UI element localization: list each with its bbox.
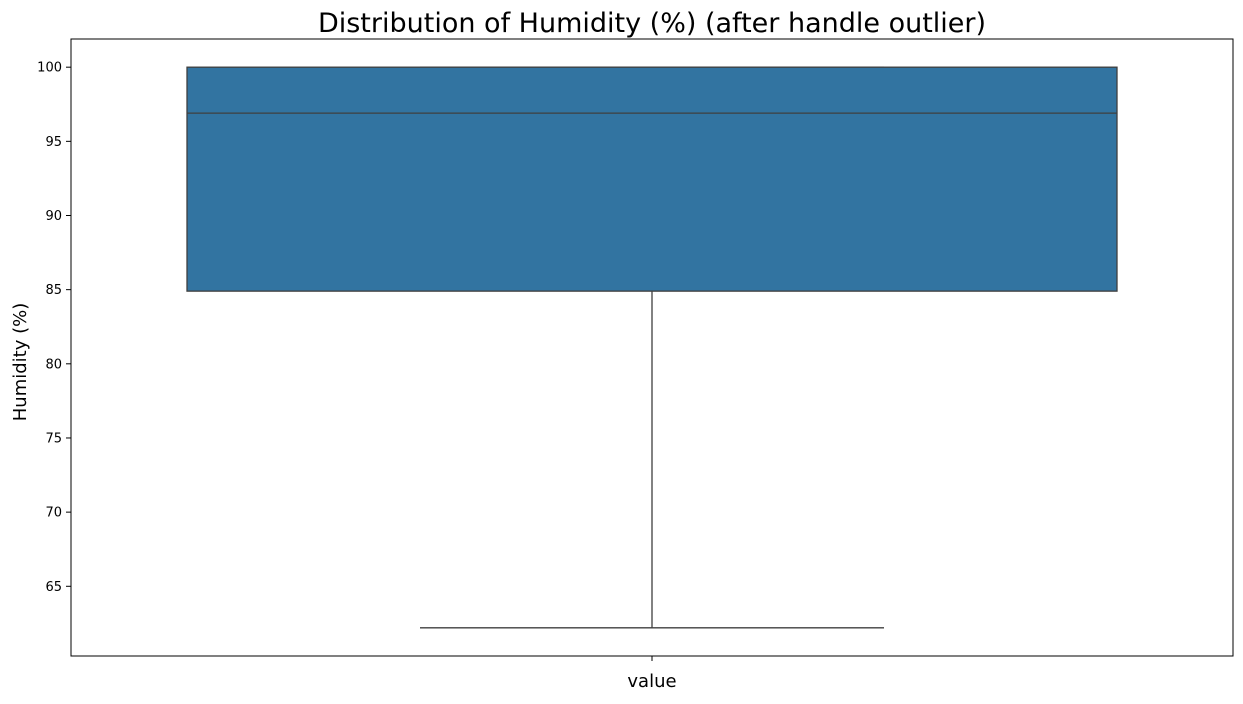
y-tick-label: 65 [45,580,62,595]
plot-area [70,38,1234,657]
y-tick-label: 85 [45,283,62,298]
x-axis-label: value [627,671,676,692]
y-tick-label: 80 [45,357,62,372]
chart-title: Distribution of Humidity (%) (after hand… [318,8,986,39]
y-tick-label: 75 [45,431,62,446]
y-tick-label: 90 [45,209,62,224]
y-tick-label: 100 [37,61,62,76]
iqr-box [186,66,1118,292]
y-tick-label: 70 [45,506,62,521]
y-tick-label: 95 [45,135,62,150]
y-axis: 65 70 75 80 85 90 95 100 [37,61,71,595]
y-axis-label: Humidity (%) [10,303,31,422]
